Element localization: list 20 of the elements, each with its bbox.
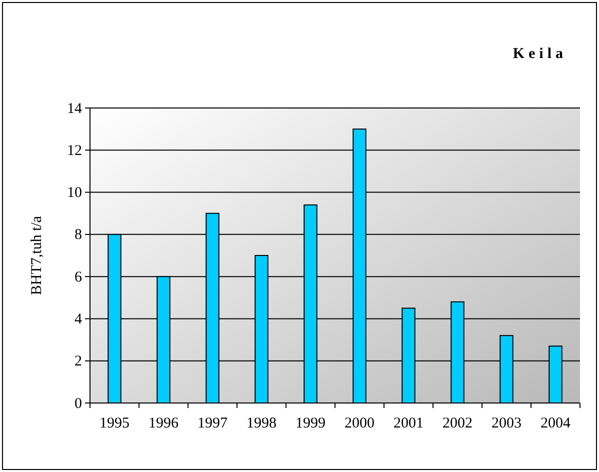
y-tick-label: 12: [67, 142, 82, 159]
x-tick-label: 2001: [394, 416, 424, 432]
x-tick-label: 1999: [296, 416, 326, 432]
x-tick-label: 2003: [492, 416, 522, 432]
x-tick-label: 1997: [198, 416, 228, 432]
x-tick-label: 2000: [344, 416, 374, 432]
y-tick-label: 2: [74, 354, 82, 370]
x-tick-label: 1998: [246, 416, 276, 432]
y-tick-label: 14: [67, 100, 82, 117]
y-tick-label: 0: [74, 396, 82, 412]
y-tick-label: 4: [74, 312, 82, 328]
x-tick-label: 1995: [100, 416, 130, 432]
y-tick-label: 6: [74, 269, 82, 286]
y-tick-label: 8: [74, 227, 82, 244]
x-tick-label: 2004: [540, 416, 571, 432]
y-tick-label: 10: [67, 185, 82, 202]
chart-title: Keila: [512, 46, 567, 62]
x-tick-label: 1996: [148, 416, 179, 432]
y-axis-title: BHT7,tuh t/a: [29, 216, 45, 296]
x-tick-label: 2002: [442, 416, 472, 432]
